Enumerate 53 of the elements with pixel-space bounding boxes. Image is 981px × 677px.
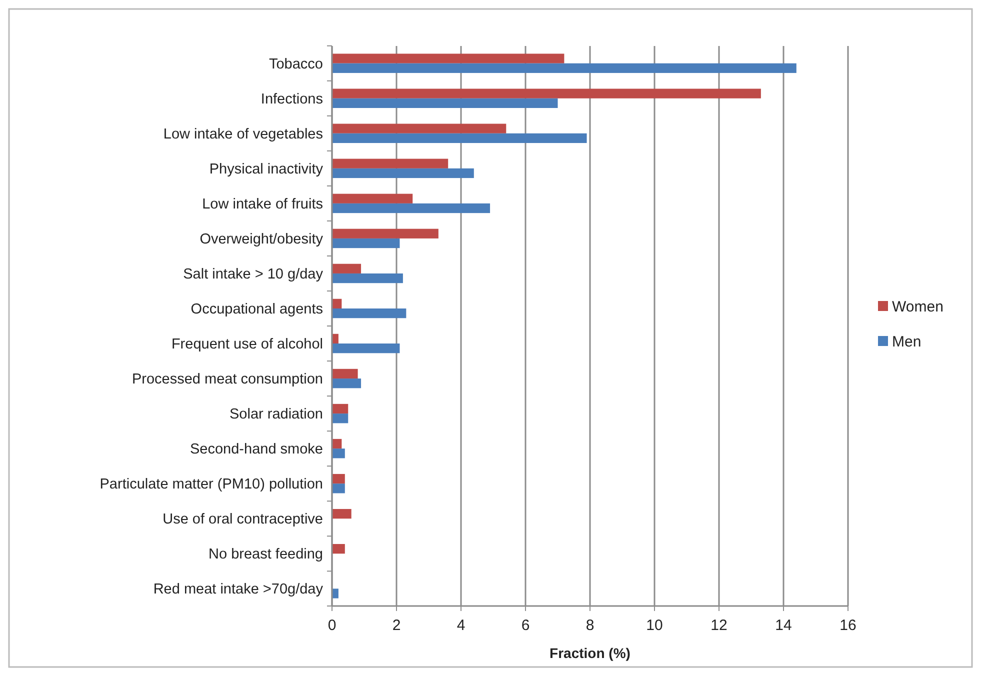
y-tick-label: Solar radiation [230,406,323,423]
bar [332,168,474,178]
x-tick-label: 10 [646,617,663,634]
bar [332,508,352,519]
y-tick-label: Infections [260,91,323,108]
y-tick-label: No breast feeding [208,546,323,563]
x-tick-label: 16 [840,617,856,634]
legend-label: Women [892,298,944,316]
y-tick-label: Overweight/obesity [200,232,324,248]
x-tick-label: 4 [456,617,466,634]
bar [332,203,490,214]
bar [332,378,362,388]
bar [332,404,348,414]
bar [332,228,438,238]
x-tick-label: 8 [586,617,594,634]
y-tick-label: Salt intake > 10 g/day [183,266,324,283]
bar [332,88,761,98]
bar [332,344,400,354]
y-tick-label: Particulate matter (PM10) pollution [100,476,323,493]
bar [332,194,413,204]
bar [332,368,358,379]
x-tick-label: 12 [710,617,728,634]
x-tick-label: 6 [521,617,530,634]
bar [332,158,448,168]
y-tick-label: Use of oral contraceptive [162,512,323,528]
x-axis-title: Fraction (%) [550,645,630,661]
bar [332,133,587,144]
y-tick-label: Physical inactivity [209,161,324,178]
y-tick-label: Processed meat consumption [132,372,323,388]
y-tick-label: Tobacco [268,56,323,72]
bar [332,474,345,484]
y-tick-label: Red meat intake >70g/day [153,582,324,598]
y-tick-label: Frequent use of alcohol [171,336,323,353]
y-tick-label: Low intake of fruits [202,196,323,212]
bar [332,98,558,108]
y-tick-label: Occupational agents [190,302,323,318]
bar [332,544,345,554]
y-tick-label: Low intake of vegetables [163,126,323,142]
y-tick-label: Second-hand smoke [190,442,323,458]
bar [332,264,362,274]
bar [332,308,406,318]
x-tick-label: 0 [328,617,336,634]
bar [332,63,796,73]
bar [332,484,345,494]
bar [332,238,400,248]
bar [332,54,564,64]
bar [332,124,506,134]
x-tick-label: 2 [392,617,401,634]
x-tick-label: 14 [775,617,792,634]
bar [332,273,403,284]
bar [332,448,345,458]
legend-label: Men [892,333,922,350]
bar [332,414,348,424]
